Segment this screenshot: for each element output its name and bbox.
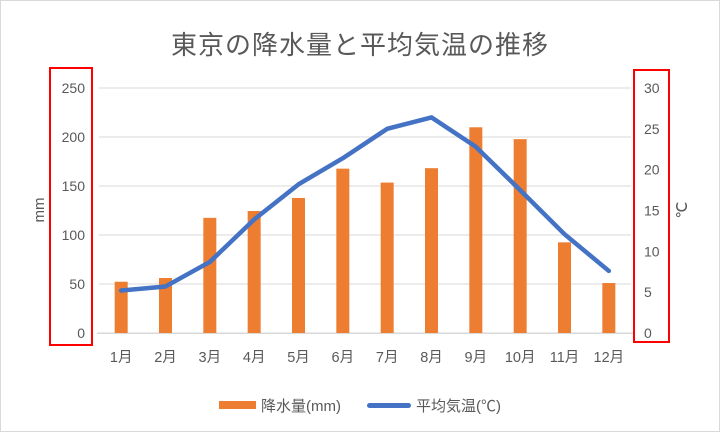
bar-3月[interactable] bbox=[203, 217, 217, 333]
legend-label-temperature: 平均気温(℃) bbox=[415, 397, 501, 415]
left-axis-highlight-box bbox=[49, 67, 93, 346]
right-axis-tick-label: 20 bbox=[644, 162, 660, 178]
bar-11月[interactable] bbox=[558, 242, 571, 333]
bar-5月[interactable] bbox=[292, 197, 305, 333]
left-axis-tick-label: 250 bbox=[62, 80, 86, 96]
x-axis-label-2月: 2月 bbox=[154, 350, 177, 366]
bar-7月[interactable] bbox=[380, 182, 394, 333]
chart-title[interactable]: 東京の降水量と平均気温の推移 bbox=[170, 30, 549, 60]
bar-9月[interactable] bbox=[469, 127, 483, 333]
right-axis-title: ℃ bbox=[674, 201, 691, 219]
x-axis-label-7月: 7月 bbox=[376, 350, 399, 366]
bar-1月[interactable] bbox=[114, 281, 128, 333]
legend-label-precipitation: 降水量(mm) bbox=[261, 397, 341, 415]
bar-10月[interactable] bbox=[513, 139, 527, 333]
right-axis-tick-label: 30 bbox=[644, 80, 660, 96]
bar-8月[interactable] bbox=[425, 168, 438, 333]
temperature-swatch-icon bbox=[366, 402, 411, 408]
x-axis-label-8月: 8月 bbox=[420, 350, 443, 366]
x-axis-label-4月: 4月 bbox=[243, 350, 266, 366]
right-axis-tick-label: 15 bbox=[644, 203, 660, 219]
x-axis-label-5月: 5月 bbox=[287, 350, 310, 366]
bar-12月[interactable] bbox=[602, 283, 616, 333]
right-axis-highlight-box bbox=[633, 69, 670, 343]
left-axis-tick-label: 100 bbox=[62, 227, 86, 243]
x-axis-label-1月: 1月 bbox=[110, 350, 133, 366]
x-axis-label-12月: 12月 bbox=[594, 350, 625, 366]
right-axis-tick-label: 10 bbox=[644, 243, 660, 259]
bar-6月[interactable] bbox=[336, 168, 350, 333]
precipitation-swatch-icon bbox=[219, 401, 256, 409]
x-axis-label-11月: 11月 bbox=[550, 350, 580, 366]
right-axis-tick-label: 0 bbox=[644, 325, 652, 341]
x-axis-label-10月: 10月 bbox=[505, 350, 536, 366]
legend: 降水量(mm) 平均気温(℃) bbox=[1, 393, 719, 417]
x-axis-label-9月: 9月 bbox=[465, 350, 488, 366]
left-axis-tick-label: 150 bbox=[62, 178, 86, 194]
right-axis-tick-label: 25 bbox=[644, 121, 660, 137]
bar-2月[interactable] bbox=[159, 278, 172, 333]
left-axis-tick-label: 50 bbox=[69, 276, 85, 292]
x-axis-label-6月: 6月 bbox=[332, 350, 355, 366]
x-axis-label-3月: 3月 bbox=[199, 350, 222, 366]
left-axis-tick-label: 0 bbox=[77, 325, 85, 341]
left-axis-tick-label: 200 bbox=[62, 129, 86, 145]
temperature-line[interactable] bbox=[118, 115, 612, 293]
bar-4月[interactable] bbox=[247, 210, 261, 333]
right-axis-tick-label: 5 bbox=[644, 284, 652, 300]
legend-item-temperature[interactable]: 平均気温(℃) bbox=[366, 395, 501, 416]
legend-item-precipitation[interactable]: 降水量(mm) bbox=[219, 395, 341, 416]
